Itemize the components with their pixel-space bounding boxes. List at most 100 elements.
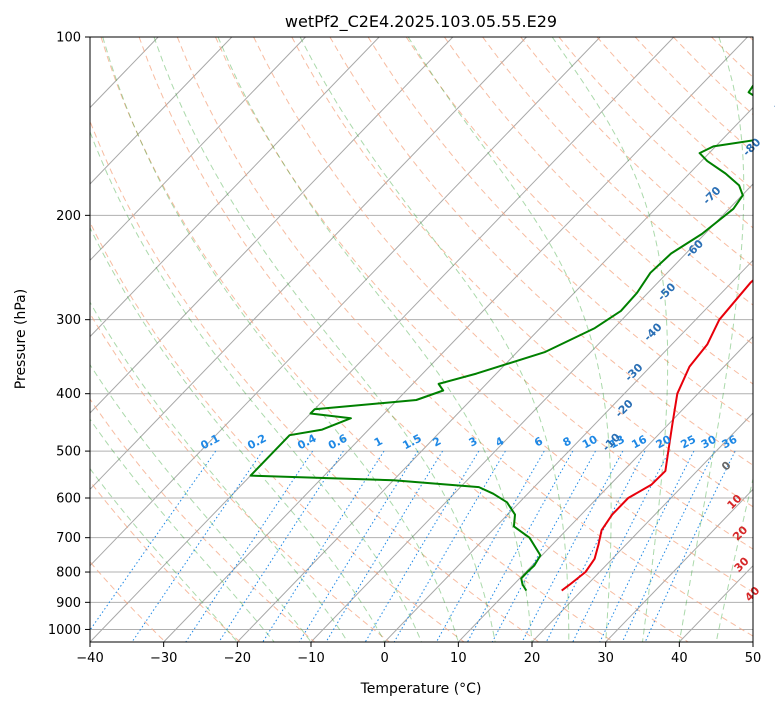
mixing-ratio-line (82, 451, 216, 642)
y-tick-label: 700 (56, 531, 81, 546)
dry-adiabat-line (597, 37, 775, 642)
isotherm-line (0, 37, 232, 642)
dry-adiabat-line (330, 37, 775, 642)
sounding-lines (251, 37, 775, 591)
dry-adiabat-line (63, 37, 539, 642)
moist-adiabat-line (0, 37, 237, 642)
mixing-ratio-label: 2 (430, 434, 443, 449)
mixing-ratio-label: 0.6 (326, 432, 350, 453)
dry-adiabat-line (483, 37, 775, 642)
height-label: -20 (613, 397, 636, 420)
isotherm-line (0, 37, 453, 642)
moist-adiabat-line (716, 37, 775, 642)
x-tick-label: −10 (297, 651, 324, 666)
wet-bulb-label: 10 (725, 492, 745, 512)
isotherm-line (385, 37, 775, 642)
x-tick-label: −20 (224, 651, 251, 666)
height-label: -40 (641, 320, 664, 343)
mixing-ratio-line (622, 451, 714, 642)
dry-adiabat-line (712, 37, 775, 642)
moist-adiabat-line (0, 37, 311, 642)
y-tick-label: 400 (56, 387, 81, 402)
y-tick-label: 600 (56, 492, 81, 507)
mixing-ratio-label: 8 (561, 434, 574, 449)
wet-bulb-label: 20 (730, 523, 750, 543)
mixing-ratio-label: 0.2 (245, 432, 268, 453)
isotherm-line (753, 37, 775, 642)
thermo-background-lines (0, 37, 775, 642)
mixing-ratio-line (186, 451, 313, 642)
mixing-ratio-label: 36 (720, 433, 740, 452)
mixing-ratio-label: 25 (678, 433, 698, 452)
dry-adiabat-line (216, 37, 775, 642)
moist-adiabat-line (0, 37, 274, 642)
y-tick-label: 500 (56, 445, 81, 460)
dry-adiabat-line (177, 37, 763, 642)
chart-title: wetPf2_C2E4.2025.103.05.55.E29 (285, 12, 557, 32)
height-label: -30 (622, 361, 645, 384)
x-tick-label: −30 (150, 651, 177, 666)
mixing-ratio-label: 6 (532, 434, 545, 449)
height-label: -50 (655, 280, 678, 303)
height-label: -80 (740, 135, 763, 158)
isotherm-line (0, 37, 526, 642)
y-tick-label: 100 (56, 31, 81, 46)
isotherm-line (0, 37, 305, 642)
height-label: -90 (770, 88, 775, 111)
x-tick-label: 30 (597, 651, 614, 666)
height-label: -60 (683, 237, 706, 260)
isotherm-line (0, 37, 379, 642)
mixing-ratio-label: 0.4 (295, 432, 319, 453)
moist-adiabat-line (218, 37, 532, 642)
isotherm-line (16, 37, 600, 642)
isotherm-line (237, 37, 775, 642)
y-axis-label: Pressure (hPa) (13, 289, 29, 389)
isotherm-line (458, 37, 775, 642)
height-label: -70 (700, 184, 723, 207)
mixing-ratio-label: 1.5 (400, 432, 423, 453)
y-tick-label: 200 (56, 209, 81, 224)
dry-adiabat-line (292, 37, 775, 642)
moist-adiabat-line (0, 37, 348, 642)
dry-adiabat-line (635, 37, 775, 642)
x-tick-label: 50 (745, 651, 762, 666)
dry-adiabat-line (0, 37, 240, 642)
y-tick-label: 300 (56, 313, 81, 328)
isotherm-line (90, 37, 674, 642)
dry-adiabat-line (444, 37, 775, 642)
y-tick-label: 900 (56, 596, 81, 611)
wet-bulb-label: 0 (719, 458, 734, 473)
mixing-ratio-line (645, 451, 735, 642)
x-tick-label: 0 (381, 651, 389, 666)
mixing-ratio-label: 30 (699, 433, 719, 452)
mixing-ratio-label: 10 (580, 433, 600, 452)
y-tick-label: 1000 (48, 623, 81, 638)
dewpoint-profile-line (251, 37, 775, 591)
x-axis-label: Temperature (°C) (360, 681, 482, 697)
moist-adiabat-line (300, 37, 569, 642)
isotherm-line (311, 37, 775, 642)
mixing-ratio-label: 1 (372, 434, 385, 449)
moist-adiabat-line (103, 37, 459, 642)
x-tick-label: 10 (450, 651, 467, 666)
mixing-ratio-line (546, 451, 645, 642)
y-tick-label: 800 (56, 566, 81, 581)
dry-adiabat-line (0, 37, 315, 642)
mixing-ratio-line (492, 451, 595, 642)
grid-lines (0, 37, 775, 642)
mixing-ratio-label: 16 (629, 433, 649, 452)
x-tick-label: −40 (76, 651, 103, 666)
mixing-ratio-label: 0.1 (198, 432, 221, 453)
mixing-ratio-line (468, 451, 573, 642)
dry-adiabat-line (406, 37, 775, 642)
mixing-ratio-line (436, 451, 544, 642)
isotherm-line (0, 37, 11, 642)
x-tick-label: 20 (524, 651, 541, 666)
isotherm-line (164, 37, 748, 642)
moist-adiabat-line (61, 37, 422, 642)
dry-adiabat-line (673, 37, 775, 642)
mixing-ratio-label: 3 (467, 434, 480, 449)
